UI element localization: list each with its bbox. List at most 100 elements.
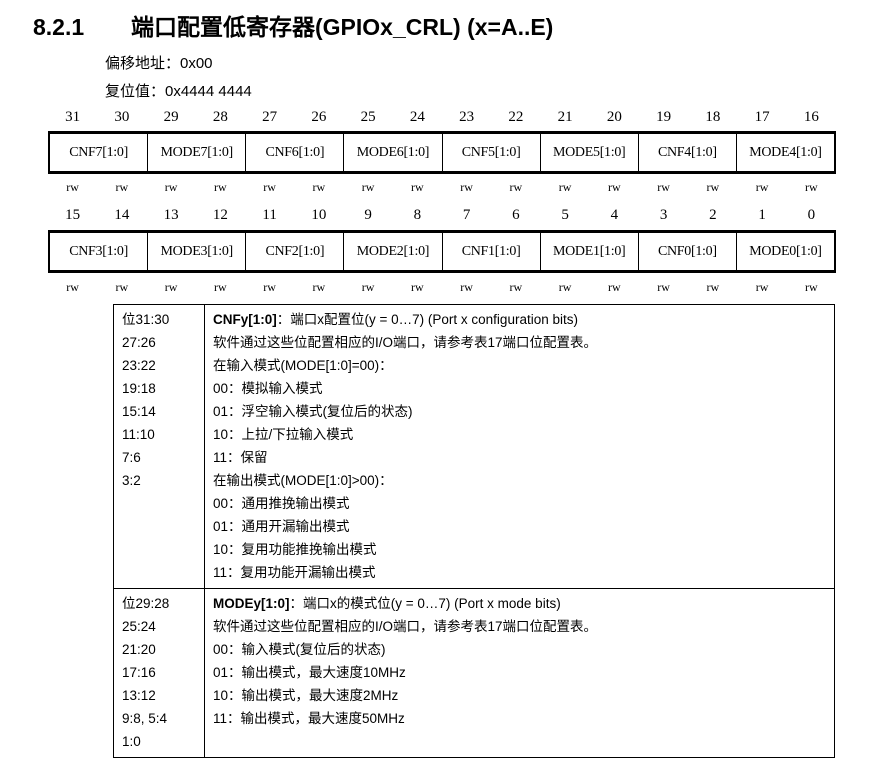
access-type: rw [608,280,621,294]
access-type: rw [805,280,818,294]
description-line: 00：通用推挽输出模式 [213,496,350,511]
bit-number: 16 [803,109,819,125]
access-type: rw [263,280,276,294]
access-type: rw [214,280,227,294]
bit-range: 17:16 [122,665,156,680]
bit-range: 位29:28 [122,596,170,611]
bit-number: 18 [705,109,721,125]
access-type: rw [460,180,473,194]
register-field: CNF1[1:0] [443,233,541,270]
bit-range-cell: 位29:28 25:24 21:20 17:16 13:12 9:8, 5:4 1:0 [113,588,205,758]
bit-number: 12 [212,207,228,223]
bit-number: 15 [65,207,81,223]
access-type: rw [411,180,424,194]
register-field: CNF7[1:0] [50,134,149,171]
register-field: CNF0[1:0] [639,233,737,270]
description-row: 位29:28 25:24 21:20 17:16 13:12 9:8, 5:4 1:0 MOD… [113,588,835,758]
bit-range: 7:6 [122,450,141,465]
access-type: rw [263,180,276,194]
description-line: 10：复用功能推挽输出模式 [213,542,377,557]
bit-number: 10 [311,207,327,223]
bit-range: 9:8, 5:4 [122,711,168,726]
access-row-low: rw rw rw rw rw rw rw rw rw rw rw rw rw rw rw rw [48,280,836,295]
bit-range: 19:18 [122,381,156,396]
description-line: 在输入模式(MODE[1:0]=00)： [213,358,393,373]
register-field: MODE5[1:0] [541,134,639,171]
bit-number: 6 [512,207,520,223]
description-line: 00：输入模式(复位后的状态) [213,642,386,657]
access-type: rw [312,280,326,294]
description-line: 11：复用功能开漏输出模式 [213,565,376,580]
access-type: rw [164,280,178,294]
access-type: rw [706,280,720,294]
bit-number: 7 [462,207,471,223]
register-field: CNF4[1:0] [639,134,737,171]
register-field: MODE1[1:0] [541,233,639,270]
bit-range: 25:24 [122,619,156,634]
register-field: MODE4[1:0] [749,144,822,160]
access-row-high: rw rw rw rw rw rw rw rw rw rw rw rw rw rw rw rw [48,180,836,195]
bit-range: 27:26 [122,335,156,350]
access-type: rw [755,280,769,294]
field-name: CNFy[1:0] [213,312,277,327]
access-type: rw [164,180,178,194]
bit-range: 位31:30 [122,312,170,327]
bit-number: 27 [262,109,278,125]
register-row-high: CNF7[1:0] MODE7[1:0] CNF6[1:0] MODE6[1:0] CN… [48,131,836,174]
bit-range: 23:22 [122,358,156,373]
access-type: rw [558,280,572,294]
bit-number: 30 [114,109,130,125]
bit-number: 17 [754,109,770,125]
access-type: rw [361,280,375,294]
bit-numbers-high: 31 30 29 28 27 26 25 24 23 22 21 20 19 18 17 16 [48,109,836,126]
bit-number: 31 [65,109,81,125]
access-type: rw [66,280,79,294]
access-type: rw [66,180,79,194]
bit-number: 4 [610,207,619,223]
access-type: rw [805,180,818,194]
section-heading: 8.2.1 端口配置低寄存器(GPIOx_CRL) (x=A..E) [33,8,553,42]
bit-range: 21:20 [122,642,156,657]
bit-range-cell: 位31:30 27:26 23:22 19:18 15:14 11:10 7:6 3:2 [113,304,205,589]
bit-range: 3:2 [122,473,141,488]
description-line: 软件通过这些位配置相应的I/O端口，请参考表17端口位配置表。 [213,619,598,634]
bit-number: 9 [364,207,372,223]
bit-number: 22 [508,109,524,125]
bit-number: 2 [709,207,717,223]
section-title: 端口配置低寄存器(GPIOx_CRL) (x=A..E) [131,14,554,40]
access-type: rw [657,280,670,294]
section-number: 8.2.1 [33,14,85,40]
offset-address: 偏移地址：0x00 [105,55,213,72]
register-field: MODE0[1:0] [749,243,822,259]
access-type: rw [509,180,523,194]
description-line: 11：输出模式，最大速度50MHz [213,711,405,726]
access-type: rw [361,180,375,194]
access-type: rw [509,280,523,294]
bit-range: 15:14 [122,404,156,419]
description-line: 软件通过这些位配置相应的I/O端口，请参考表17端口位配置表。 [213,335,598,350]
access-type: rw [608,180,621,194]
access-type: rw [115,280,129,294]
description-line: 01：通用开漏输出模式 [213,519,350,534]
field-summary: ：端口x配置位(y = 0…7) (Port x configuration b… [276,312,578,327]
bit-number: 19 [656,109,672,125]
access-type: rw [460,280,473,294]
bit-number: 23 [459,109,475,125]
bit-number: 3 [659,207,668,223]
register-field: CNF2[1:0] [246,233,345,270]
bit-number: 25 [360,109,376,125]
description-line: 10：输出模式，最大速度2MHz [213,688,399,703]
bit-number: 20 [606,109,622,125]
access-type: rw [115,180,129,194]
bit-number: 26 [311,109,327,125]
access-type: rw [411,280,424,294]
description-row: 位31:30 27:26 23:22 19:18 15:14 11:10 7:6 3:2 CNF… [113,304,835,589]
bit-number: 29 [163,109,179,125]
access-type: rw [706,180,720,194]
bit-range: 11:10 [122,427,155,442]
bit-number: 14 [114,207,130,223]
bit-number: 1 [758,207,766,223]
description-cell: MODEy[1:0]：端口x的模式位(y = 0…7) (Port x mode… [204,588,835,758]
description-cell: CNFy[1:0]：端口x配置位(y = 0…7) (Port x config… [204,304,835,589]
field-heading: CNFy[1:0]：端口x配置位(y = 0…7) (Port x config… [213,308,826,331]
